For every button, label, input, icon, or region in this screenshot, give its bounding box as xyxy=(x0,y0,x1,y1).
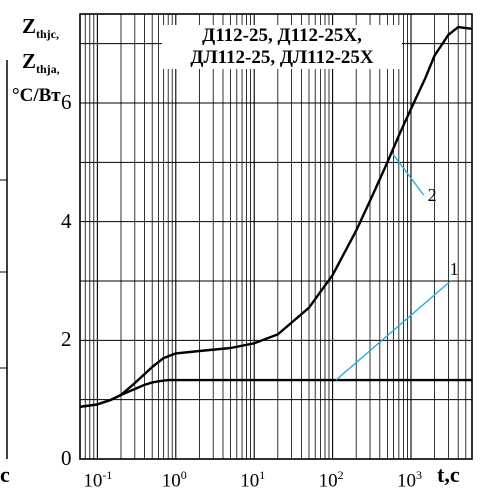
x-axis-label: t,c xyxy=(437,462,460,487)
annotation-label-2: 2 xyxy=(427,184,437,205)
x-tick-label: 101 xyxy=(240,468,266,492)
y-tick-label: 2 xyxy=(61,327,72,352)
chart-title-line-2: ДЛ112-25, ДЛ112-25Х xyxy=(190,47,374,68)
y-tick-label: 0 xyxy=(61,446,72,470)
curves xyxy=(79,25,473,408)
y-tick-label: 6 xyxy=(61,90,72,114)
left-panel-unit-fragment: c xyxy=(0,462,10,487)
annotation-label-1: 1 xyxy=(449,259,459,279)
x-tick-label: 102 xyxy=(318,468,344,492)
x-tick-label: 10-1 xyxy=(83,468,113,492)
annotation-leaders xyxy=(335,153,452,381)
annotation-leader-1 xyxy=(335,280,452,381)
x-tick-label: 100 xyxy=(161,468,187,492)
y-label-zthjc: Zthjc, xyxy=(22,14,60,42)
x-tick-label: 103 xyxy=(396,468,422,492)
y-label-zthja: Zthja, xyxy=(22,49,60,77)
y-label-unit: °C/Вт xyxy=(12,85,61,106)
axes-frame xyxy=(0,13,473,460)
plot-frame xyxy=(79,13,473,460)
series-line-1 xyxy=(79,378,472,408)
series-line-2 xyxy=(79,25,473,408)
chart-title: Д112-25, Д112-25Х, ДЛ112-25, ДЛ112-25Х xyxy=(162,25,402,69)
y-tick-label: 4 xyxy=(61,208,72,233)
grid xyxy=(79,14,473,459)
chart-title-line-1: Д112-25, Д112-25Х, xyxy=(202,25,362,46)
annotation-leader-2 xyxy=(391,153,425,196)
